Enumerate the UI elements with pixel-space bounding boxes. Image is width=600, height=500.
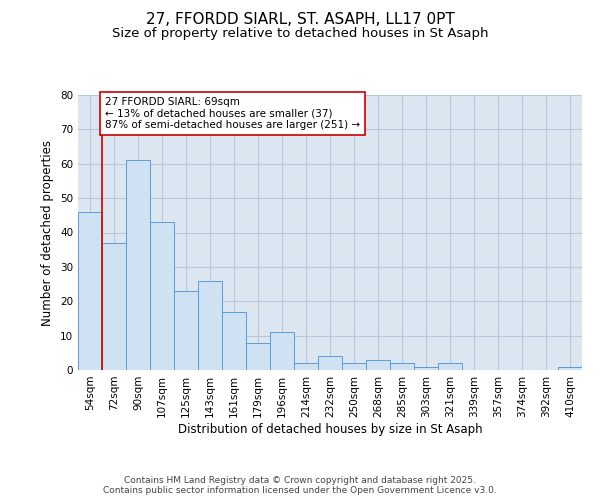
- X-axis label: Distribution of detached houses by size in St Asaph: Distribution of detached houses by size …: [178, 422, 482, 436]
- Bar: [294, 363, 318, 370]
- Text: Size of property relative to detached houses in St Asaph: Size of property relative to detached ho…: [112, 28, 488, 40]
- Bar: [126, 160, 150, 370]
- Bar: [366, 360, 390, 370]
- Bar: [246, 342, 270, 370]
- Bar: [438, 363, 462, 370]
- Bar: [198, 280, 222, 370]
- Y-axis label: Number of detached properties: Number of detached properties: [41, 140, 55, 326]
- Bar: [174, 291, 198, 370]
- Bar: [270, 332, 294, 370]
- Bar: [150, 222, 174, 370]
- Bar: [102, 243, 126, 370]
- Text: 27, FFORDD SIARL, ST. ASAPH, LL17 0PT: 27, FFORDD SIARL, ST. ASAPH, LL17 0PT: [146, 12, 454, 28]
- Bar: [222, 312, 246, 370]
- Bar: [414, 366, 438, 370]
- Bar: [78, 212, 102, 370]
- Bar: [558, 366, 582, 370]
- Bar: [390, 363, 414, 370]
- Text: Contains HM Land Registry data © Crown copyright and database right 2025.
Contai: Contains HM Land Registry data © Crown c…: [103, 476, 497, 495]
- Text: 27 FFORDD SIARL: 69sqm
← 13% of detached houses are smaller (37)
87% of semi-det: 27 FFORDD SIARL: 69sqm ← 13% of detached…: [105, 96, 360, 130]
- Bar: [342, 363, 366, 370]
- Bar: [318, 356, 342, 370]
